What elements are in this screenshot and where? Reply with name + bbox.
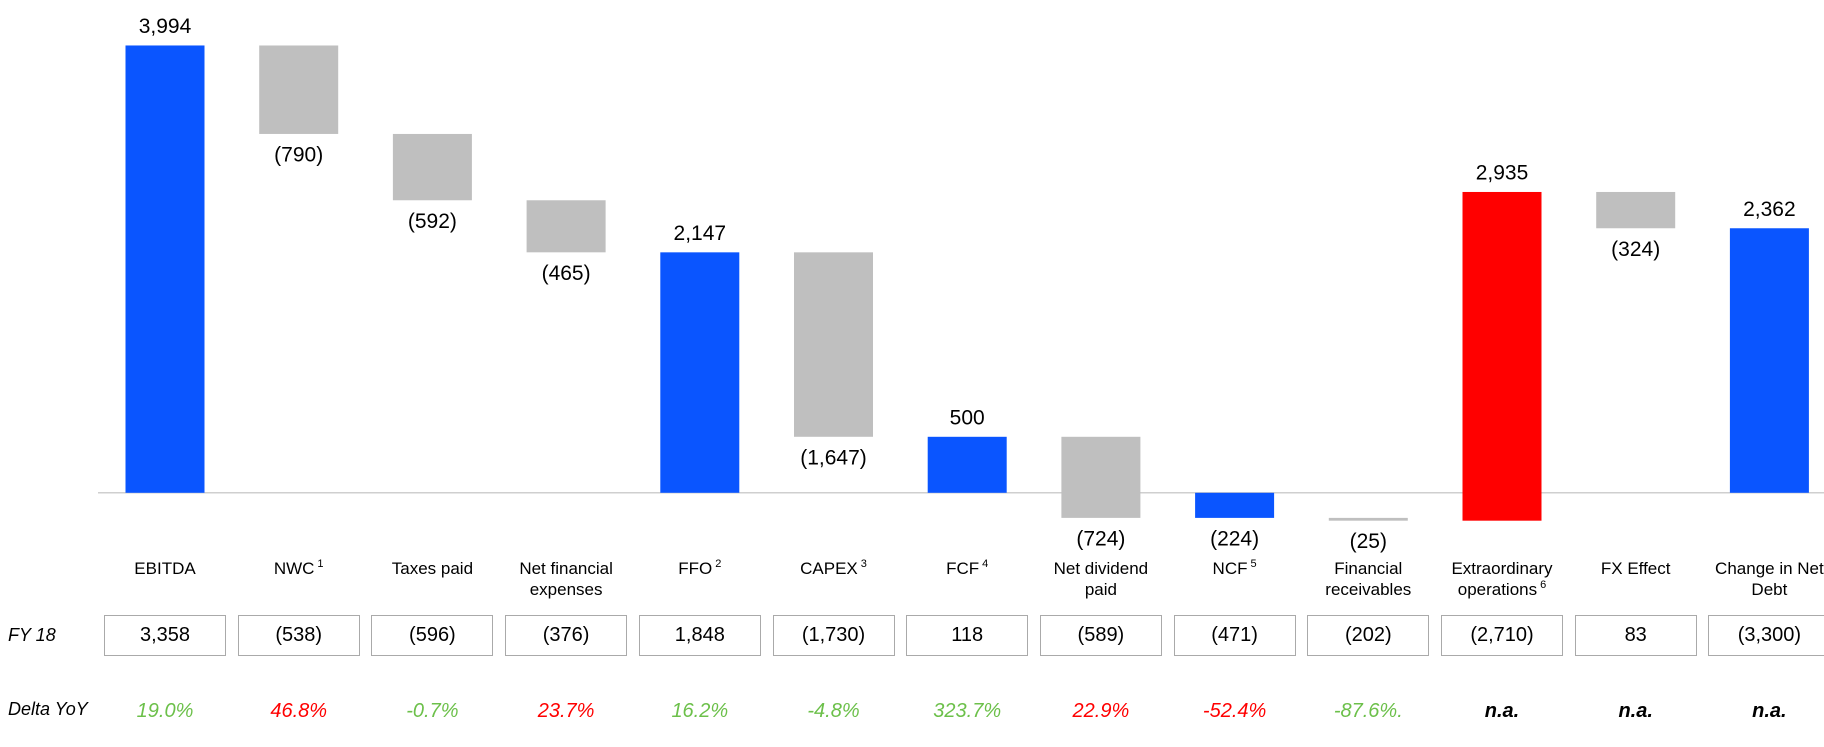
category-text: FCF	[946, 559, 980, 578]
footnote-mark: 6	[1540, 579, 1547, 591]
delta-value: n.a.	[1618, 700, 1653, 722]
value-label: (25)	[1350, 530, 1387, 553]
delta-value: 46.8%	[270, 700, 328, 722]
table-cell: 83	[1574, 615, 1697, 656]
delta-value: n.a.	[1484, 700, 1520, 722]
bar	[794, 252, 873, 437]
delta-value: -87.6%.	[1333, 700, 1403, 722]
delta-value: 323.7%	[933, 700, 1002, 722]
value-label: (724)	[1076, 527, 1125, 550]
delta-value: 19.0%	[136, 700, 194, 722]
category-text: Net financial expenses	[519, 559, 613, 599]
value-label: (1,647)	[800, 446, 867, 469]
category-label: CAPEX 3	[772, 558, 896, 579]
table-cell: 118	[906, 615, 1029, 656]
value-label: 3,994	[139, 15, 192, 38]
row-label: Delta YoY	[8, 699, 88, 719]
table-cell: 3,358	[104, 615, 226, 656]
table-cell: (596)	[371, 615, 494, 656]
footnote-mark: 1	[317, 558, 324, 570]
category-label: Change in Net Debt	[1707, 558, 1824, 600]
bar	[392, 133, 472, 201]
value-label: 2,362	[1743, 198, 1796, 221]
category-label: Financial receivables	[1306, 558, 1430, 600]
category-label: Net financial expenses	[504, 558, 628, 600]
category-text: NWC	[273, 559, 315, 578]
category-text: CAPEX	[800, 559, 858, 578]
category-label: Extraordinary operations 6	[1440, 558, 1564, 600]
delta-value: 23.7%	[537, 700, 595, 722]
footnote-mark: 2	[715, 558, 722, 570]
bar	[526, 200, 606, 253]
category-label: EBITDA	[103, 558, 227, 579]
value-label: 2,147	[674, 222, 727, 245]
footnote-mark: 5	[1250, 558, 1257, 570]
table-cell: (202)	[1307, 615, 1430, 656]
delta-value: 22.9%	[1072, 700, 1130, 722]
footnote-mark: 3	[860, 558, 867, 570]
category-label: FCF 4	[905, 558, 1029, 579]
value-label: (465)	[542, 262, 591, 285]
bar	[1061, 436, 1141, 518]
category-text: Change in Net Debt	[1715, 559, 1824, 599]
category-label: FX Effect	[1574, 558, 1698, 579]
bar	[259, 45, 339, 134]
category-label: FFO 2	[638, 558, 762, 579]
bar	[660, 252, 740, 493]
category-label: NCF 5	[1173, 558, 1297, 579]
bar	[1729, 228, 1809, 493]
value-label: (224)	[1210, 527, 1259, 550]
table-cell: 1,848	[638, 615, 761, 656]
bar	[1596, 191, 1676, 229]
category-text: FFO	[678, 559, 713, 578]
category-text: NCF	[1212, 559, 1248, 578]
delta-value: 16.2%	[671, 700, 729, 722]
delta-value: -0.7%	[406, 700, 459, 722]
row-label: FY 18	[8, 625, 56, 645]
bar	[1462, 191, 1542, 521]
category-label: Net dividend paid	[1039, 558, 1163, 600]
category-label: Taxes paid	[370, 558, 494, 579]
footnote-mark: 4	[982, 558, 989, 570]
delta-value: n.a.	[1752, 700, 1787, 722]
category-text: EBITDA	[134, 559, 196, 578]
table-cell: (538)	[237, 615, 360, 656]
bar	[1195, 492, 1275, 518]
table-cell: (2,710)	[1441, 615, 1563, 656]
value-label: (790)	[274, 143, 323, 166]
delta-value: -52.4%	[1202, 700, 1267, 722]
bar	[125, 45, 205, 493]
table-cell: (589)	[1039, 615, 1162, 656]
table-cell: (471)	[1173, 615, 1296, 656]
category-text: Extraordinary operations	[1451, 559, 1553, 599]
table-cell: (3,300)	[1708, 615, 1824, 656]
category-label: NWC 1	[237, 558, 361, 579]
value-label: (324)	[1611, 238, 1660, 261]
category-text: FX Effect	[1600, 559, 1671, 578]
delta-value: -4.8%	[807, 700, 860, 722]
category-text: Net dividend paid	[1053, 559, 1149, 599]
category-text: Taxes paid	[391, 559, 474, 578]
value-label: 2,935	[1476, 162, 1529, 185]
category-text: Financial receivables	[1325, 559, 1412, 599]
value-label: (592)	[408, 210, 457, 233]
bar	[1328, 517, 1408, 521]
bar	[927, 436, 1007, 493]
table-cell: (376)	[505, 615, 628, 656]
table-cell: (1,730)	[772, 615, 895, 656]
value-label: 500	[950, 406, 985, 429]
